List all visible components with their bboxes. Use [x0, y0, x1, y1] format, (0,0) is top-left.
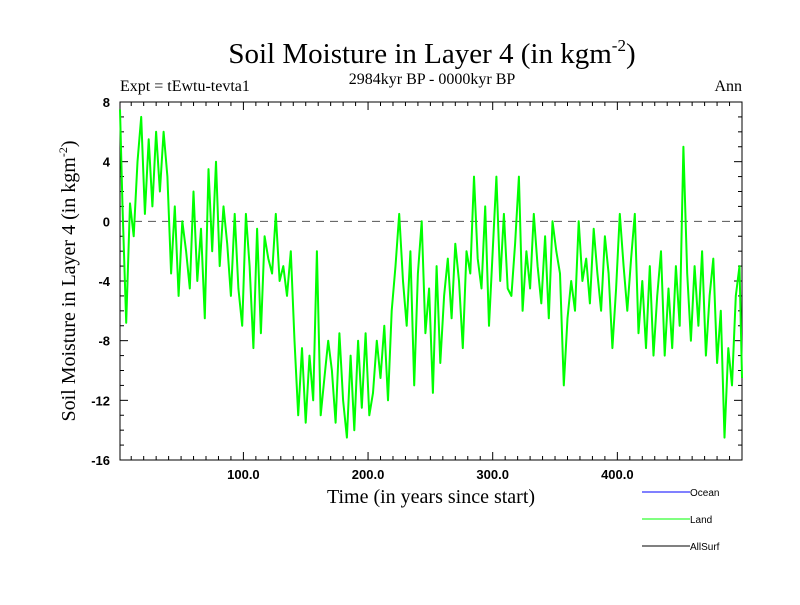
legend-label-allsurf: AllSurf: [690, 542, 720, 553]
chart-title-text: Soil Moisture in Layer 4 (in kgm: [228, 38, 612, 70]
experiment-label: Expt = tEwtu-tevta1: [120, 78, 250, 95]
legend-label-ocean: Ocean: [690, 488, 719, 499]
x-axis-label: Time (in years since start): [327, 486, 535, 508]
period-label: 2984kyr BP - 0000kyr BP: [349, 71, 516, 88]
y-tick-label: -4: [98, 274, 110, 289]
x-tick-label: 400.0: [601, 467, 634, 482]
y-axis-label-superscript: -2: [56, 147, 70, 157]
legend: Ocean Land AllSurf: [642, 488, 720, 553]
y-tick-label: -16: [91, 453, 110, 468]
chart-title-superscript: -2: [612, 36, 626, 55]
y-axis-label: Soil Moisture in Layer 4 (in kgm-2): [56, 140, 80, 421]
series-group: [119, 109, 743, 439]
y-tick-label: 8: [103, 95, 110, 110]
x-tick-label: 100.0: [227, 467, 260, 482]
legend-label-land: Land: [690, 515, 712, 526]
y-tick-label: -8: [98, 334, 110, 349]
chart-title-end: ): [626, 38, 636, 70]
season-label: Ann: [714, 78, 742, 95]
y-axis: -16 -12 -8 -4 0 4 8: [91, 95, 742, 468]
x-axis: 100.0 200.0 300.0 400.0: [130, 102, 731, 482]
chart-title: Soil Moisture in Layer 4 (in kgm-2): [228, 36, 635, 70]
y-tick-label: -12: [91, 393, 110, 408]
y-tick-label: 4: [103, 155, 111, 170]
y-axis-label-text: Soil Moisture in Layer 4 (in kgm: [58, 157, 80, 422]
x-tick-label: 200.0: [352, 467, 385, 482]
y-tick-label: 0: [103, 214, 110, 229]
x-tick-label: 300.0: [476, 467, 509, 482]
y-axis-label-end: ): [58, 140, 80, 147]
series-line-land: [119, 109, 743, 439]
